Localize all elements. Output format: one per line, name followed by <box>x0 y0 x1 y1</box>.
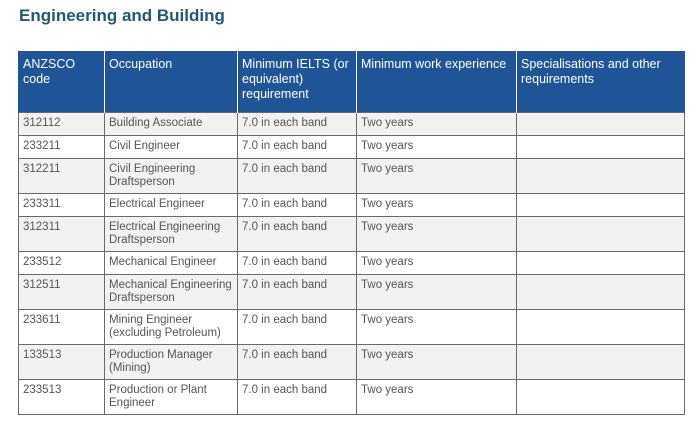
anzsco-code-cell: 312112 <box>18 112 105 136</box>
work-experience-cell: Two years <box>356 274 517 310</box>
ielts-cell: 7.0 in each band <box>237 379 357 415</box>
table-row: 233611 Mining Engineer (excluding Petrol… <box>18 309 685 345</box>
occupation-cell: Building Associate <box>104 112 238 136</box>
header-occupation: Occupation <box>104 51 238 113</box>
occupation-cell: Production Manager (Mining) <box>104 344 238 380</box>
anzsco-code-cell: 133513 <box>18 344 105 380</box>
occupation-cell: Mechanical Engineering Draftsperson <box>104 274 238 310</box>
ielts-cell: 7.0 in each band <box>237 309 357 345</box>
table-row: 312511 Mechanical Engineering Draftspers… <box>18 274 685 310</box>
ielts-cell: 7.0 in each band <box>237 135 357 159</box>
anzsco-code-cell: 312211 <box>18 158 105 194</box>
specialisations-cell <box>516 251 685 275</box>
occupation-cell: Civil Engineer <box>104 135 238 159</box>
work-experience-cell: Two years <box>356 379 517 415</box>
specialisations-cell <box>516 274 685 310</box>
occupation-cell: Mechanical Engineer <box>104 251 238 275</box>
work-experience-cell: Two years <box>356 251 517 275</box>
anzsco-code-cell: 312311 <box>18 216 105 252</box>
anzsco-code-cell: 233211 <box>18 135 105 159</box>
occupation-cell: Mining Engineer (excluding Petroleum) <box>104 309 238 345</box>
table-row: 233311 Electrical Engineer 7.0 in each b… <box>18 193 685 217</box>
work-experience-cell: Two years <box>356 193 517 217</box>
table-header-row: ANZSCO code Occupation Minimum IELTS (or… <box>18 51 685 113</box>
occupation-cell: Production or Plant Engineer <box>104 379 238 415</box>
ielts-cell: 7.0 in each band <box>237 216 357 252</box>
anzsco-code-cell: 312511 <box>18 274 105 310</box>
work-experience-cell: Two years <box>356 344 517 380</box>
table-row: 233512 Mechanical Engineer 7.0 in each b… <box>18 251 685 275</box>
header-minimum-work-experience: Minimum work experience <box>356 51 517 113</box>
specialisations-cell <box>516 135 685 159</box>
section-heading: Engineering and Building <box>19 6 225 25</box>
occupation-table: ANZSCO code Occupation Minimum IELTS (or… <box>18 51 685 415</box>
specialisations-cell <box>516 158 685 194</box>
work-experience-cell: Two years <box>356 309 517 345</box>
work-experience-cell: Two years <box>356 135 517 159</box>
header-minimum-ielts: Minimum IELTS (or equivalent) requiremen… <box>237 51 357 113</box>
anzsco-code-cell: 233513 <box>18 379 105 415</box>
table-row: 233211 Civil Engineer 7.0 in each band T… <box>18 135 685 159</box>
header-anzsco-code: ANZSCO code <box>18 51 105 113</box>
occupation-cell: Civil Engineering Draftsperson <box>104 158 238 194</box>
ielts-cell: 7.0 in each band <box>237 112 357 136</box>
specialisations-cell <box>516 193 685 217</box>
anzsco-code-cell: 233512 <box>18 251 105 275</box>
occupation-cell: Electrical Engineering Draftsperson <box>104 216 238 252</box>
table-row: 233513 Production or Plant Engineer 7.0 … <box>18 379 685 415</box>
ielts-cell: 7.0 in each band <box>237 193 357 217</box>
table-row: 312112 Building Associate 7.0 in each ba… <box>18 112 685 136</box>
work-experience-cell: Two years <box>356 158 517 194</box>
table-row: 312211 Civil Engineering Draftsperson 7.… <box>18 158 685 194</box>
table-row: 312311 Electrical Engineering Draftspers… <box>18 216 685 252</box>
ielts-cell: 7.0 in each band <box>237 158 357 194</box>
anzsco-code-cell: 233311 <box>18 193 105 217</box>
anzsco-code-cell: 233611 <box>18 309 105 345</box>
specialisations-cell <box>516 216 685 252</box>
occupation-cell: Electrical Engineer <box>104 193 238 217</box>
specialisations-cell <box>516 344 685 380</box>
ielts-cell: 7.0 in each band <box>237 344 357 380</box>
work-experience-cell: Two years <box>356 112 517 136</box>
specialisations-cell <box>516 112 685 136</box>
ielts-cell: 7.0 in each band <box>237 274 357 310</box>
header-specialisations: Specialisations and other requirements <box>516 51 685 113</box>
specialisations-cell <box>516 309 685 345</box>
work-experience-cell: Two years <box>356 216 517 252</box>
table-row: 133513 Production Manager (Mining) 7.0 i… <box>18 344 685 380</box>
specialisations-cell <box>516 379 685 415</box>
ielts-cell: 7.0 in each band <box>237 251 357 275</box>
